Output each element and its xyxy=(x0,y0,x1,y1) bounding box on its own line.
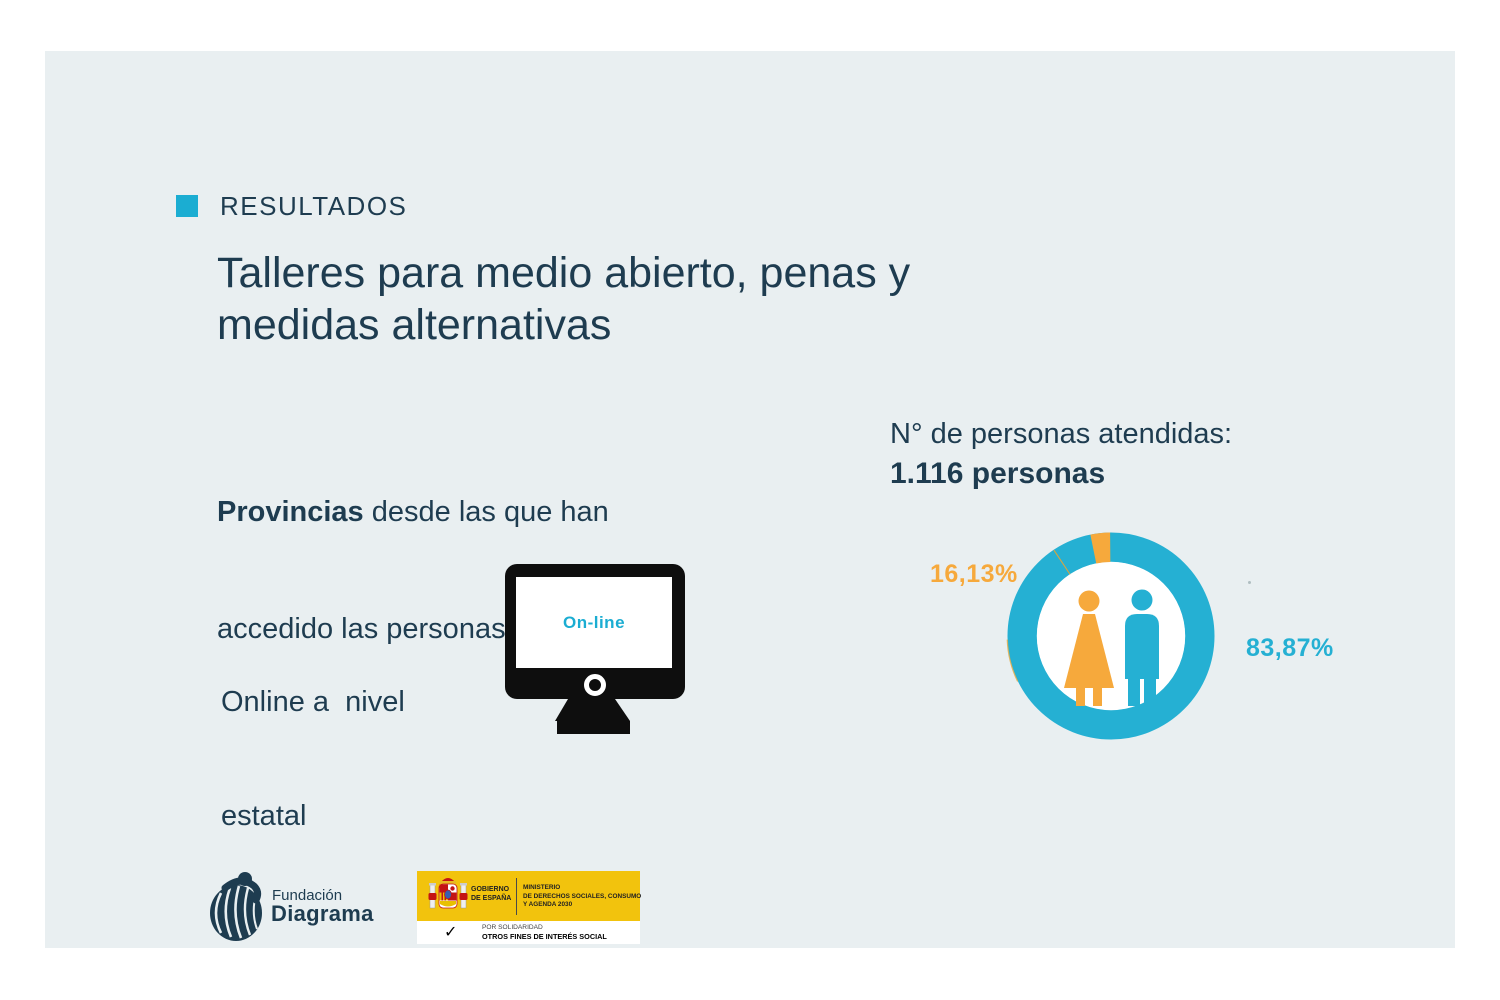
solidaridad-line2: OTROS FINES DE INTERÉS SOCIAL xyxy=(482,931,607,941)
online-caption-line2: estatal xyxy=(221,800,307,832)
coat-of-arms-icon xyxy=(428,878,468,909)
gov-left-text: GOBIERNO DE ESPAÑA xyxy=(471,885,511,903)
gov-ministry-text: MINISTERIO DE DERECHOS SOCIALES, CONSUMO… xyxy=(523,884,641,910)
provinces-heading-bold: Provincias xyxy=(217,496,364,528)
solidaridad-strip xyxy=(417,921,640,944)
solidaridad-checkmark-icon: ✓ xyxy=(444,924,458,941)
gov-ministry-line1: MINISTERIO xyxy=(523,884,561,891)
solidaridad-text: POR SOLIDARIDAD OTROS FINES DE INTERÉS S… xyxy=(482,924,607,941)
solidaridad-line1: POR SOLIDARIDAD xyxy=(482,924,543,931)
gov-ministry-line3: Y AGENDA 2030 xyxy=(523,901,573,909)
kicker-label: RESULTADOS xyxy=(220,191,408,221)
monitor-icon xyxy=(505,564,685,734)
gov-ministry-line2: DE DERECHOS SOCIALES, CONSUMO xyxy=(523,892,642,900)
woman-icon xyxy=(1064,590,1114,706)
donut-male-ring xyxy=(1007,532,1215,740)
gov-left-line2: DE ESPAÑA xyxy=(471,895,512,902)
page-title-line2: medidas alternativas xyxy=(217,301,612,349)
gov-divider xyxy=(516,878,517,915)
donut-female-wedge xyxy=(1090,532,1111,564)
provinces-heading-line1: Provincias desde las que han xyxy=(217,493,639,532)
female-percentage-label: 16,13% xyxy=(930,560,1018,588)
attended-heading-line: N° de personas atendidas: xyxy=(890,418,1233,450)
gov-left-line1: GOBIERNO xyxy=(471,886,510,893)
online-caption-line1: Online a nivel xyxy=(221,686,405,718)
monitor-screen-label: On-line xyxy=(562,613,626,632)
provinces-heading-rest: desde las que han xyxy=(363,496,609,528)
fundacion-diagrama-logo xyxy=(210,872,262,941)
male-percentage-label: 83,87% xyxy=(1246,634,1334,662)
attended-count: 1.116 personas xyxy=(890,457,1106,490)
online-caption: Online a nivel estatal xyxy=(221,607,405,911)
page-title-line1: Talleres para medio abierto, penas y xyxy=(217,249,911,297)
speck-dot xyxy=(1248,581,1251,584)
page-title: Talleres para medio abierto, penas y med… xyxy=(217,247,910,351)
attended-heading: N° de personas atendidas: 1.116 personas xyxy=(890,415,1232,493)
slide-panel: RESULTADOS Talleres para medio abierto, … xyxy=(45,51,1455,948)
diagrama-logo-text2: Diagrama xyxy=(271,901,374,926)
gender-donut-chart xyxy=(1006,532,1215,740)
diagrama-logo-text1: Fundación xyxy=(272,887,343,904)
kicker-bullet-icon xyxy=(176,195,198,217)
man-icon xyxy=(1125,589,1159,706)
